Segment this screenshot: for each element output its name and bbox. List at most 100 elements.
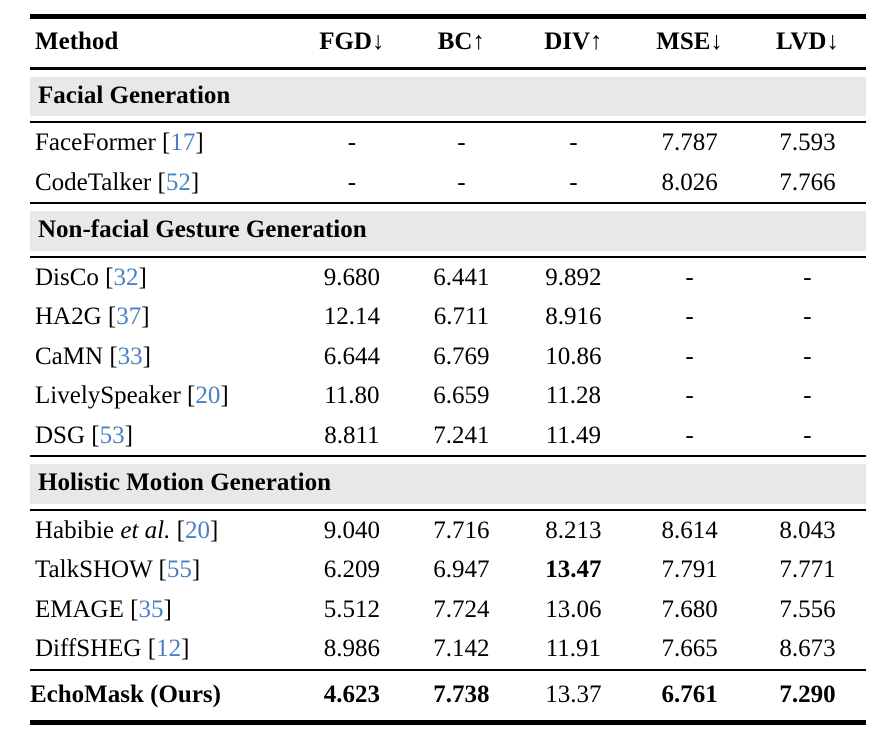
bracket-open: [ xyxy=(105,263,114,291)
metric-cell: 11.91 xyxy=(545,635,602,662)
method-cell: DisCo [32] xyxy=(30,257,298,298)
metric-cell: 7.665 xyxy=(661,635,718,662)
section-row-facial: Facial Generation xyxy=(30,67,866,123)
bracket-open: [ xyxy=(176,516,185,544)
method-cell: HA2G [37] xyxy=(30,297,298,337)
metric-cell: 7.716 xyxy=(433,516,490,544)
metric-cell: 7.724 xyxy=(433,595,490,623)
col-label: DIV xyxy=(544,28,591,55)
method-name: Habibie xyxy=(35,516,115,544)
metric-cell: - xyxy=(347,168,357,196)
citation-link[interactable]: 52 xyxy=(165,168,191,196)
metric-cell: 8.213 xyxy=(545,516,602,544)
col-label: FGD xyxy=(319,28,372,55)
metric-cell: 9.040 xyxy=(323,516,380,544)
metric-cell: 9.892 xyxy=(545,263,602,291)
section-title: Facial Generation xyxy=(30,76,866,116)
metric-cell: - xyxy=(803,382,812,409)
table-container: Method FGD↓ BC↑ DIV↑ MSE↓ LVD↓ Facial Ge… xyxy=(30,14,866,725)
bracket-close: ] xyxy=(124,421,133,449)
bracket-open: [ xyxy=(107,303,117,330)
metric-cell: 13.47 xyxy=(545,556,602,583)
method-cell: EchoMask (Ours) xyxy=(30,668,298,723)
metric-cell: 8.026 xyxy=(661,168,718,196)
metric-cell: - xyxy=(803,303,812,330)
col-header-method: Method xyxy=(30,16,298,70)
results-table: Method FGD↓ BC↑ DIV↑ MSE↓ LVD↓ Facial Ge… xyxy=(30,14,866,725)
method-cell: TalkSHOW [55] xyxy=(30,550,298,590)
col-header-bc: BC↑ xyxy=(406,16,517,70)
bracket-close: ] xyxy=(191,556,201,583)
citation-link[interactable]: 53 xyxy=(99,421,125,449)
metric-cell: - xyxy=(457,129,466,156)
method-cell: DiffSHEG [12] xyxy=(30,629,298,670)
metric-cell: - xyxy=(685,382,694,409)
method-name: FaceFormer xyxy=(35,129,156,156)
metric-cell: 8.916 xyxy=(545,303,602,330)
metric-cell: 7.680 xyxy=(661,595,718,623)
col-label: LVD xyxy=(775,28,827,55)
citation-link[interactable]: 32 xyxy=(113,263,139,291)
table-row-emage: EMAGE [35] 5.512 7.724 13.06 7.680 7.556 xyxy=(30,590,866,630)
citation: [20] xyxy=(187,382,229,409)
table-row-faceformer: FaceFormer [17] - - - 7.787 7.593 xyxy=(30,122,866,163)
metric-cell: 7.738 xyxy=(406,668,517,723)
method-name: DisCo xyxy=(35,263,99,291)
section-cell: Non-facial Gesture Generation xyxy=(30,202,866,258)
section-title: Holistic Motion Generation xyxy=(30,464,866,504)
metric-cell: - xyxy=(347,129,357,156)
section-cell: Facial Generation xyxy=(30,67,866,123)
citation-link[interactable]: 55 xyxy=(166,556,192,583)
metric-cell: 7.766 xyxy=(779,168,836,196)
bracket-open: [ xyxy=(158,556,167,583)
metric-cell: 6.209 xyxy=(323,556,380,583)
bracket-close: ] xyxy=(209,516,219,544)
metric-cell: - xyxy=(685,303,694,330)
method-name: CaMN xyxy=(35,342,104,370)
metric-cell: 6.441 xyxy=(433,263,490,291)
citation: [53] xyxy=(91,422,133,449)
method-cell: LivelySpeaker [20] xyxy=(30,376,298,416)
table-row-habibie: Habibie et al. [20] 9.040 7.716 8.213 8.… xyxy=(30,510,866,551)
table-row-disco: DisCo [32] 9.680 6.441 9.892 - - xyxy=(30,257,866,298)
bracket-close: ] xyxy=(163,595,172,623)
citation-link[interactable]: 35 xyxy=(138,595,164,623)
bracket-close: ] xyxy=(220,382,229,409)
section-row-nonfacial: Non-facial Gesture Generation xyxy=(30,202,866,258)
metric-cell: - xyxy=(803,263,812,291)
metric-cell: 6.761 xyxy=(630,668,749,723)
metric-cell: 11.49 xyxy=(545,421,602,449)
metric-cell: 9.680 xyxy=(323,263,380,291)
metric-cell: 7.142 xyxy=(433,635,490,662)
metric-cell: 11.80 xyxy=(324,382,380,409)
metric-cell: - xyxy=(803,421,812,449)
metric-cell: - xyxy=(457,168,466,196)
bracket-close: ] xyxy=(195,129,204,156)
citation-link[interactable]: 17 xyxy=(170,129,196,156)
table-row-echomask-ours: EchoMask (Ours) 4.623 7.738 13.37 6.761 … xyxy=(30,668,866,723)
citation: [33] xyxy=(109,343,151,370)
up-arrow-icon: ↑ xyxy=(472,28,485,55)
citation-link[interactable]: 37 xyxy=(116,303,142,330)
section-title: Non-facial Gesture Generation xyxy=(30,211,866,251)
table-row-camn: CaMN [33] 6.644 6.769 10.86 - - xyxy=(30,337,866,377)
metric-cell: 11.28 xyxy=(545,382,602,409)
table-row-codetalker: CodeTalker [52] - - - 8.026 7.766 xyxy=(30,163,866,204)
col-header-mse: MSE↓ xyxy=(630,16,749,70)
metric-cell: 8.811 xyxy=(324,421,380,449)
citation-link[interactable]: 20 xyxy=(184,516,210,544)
bracket-open: [ xyxy=(130,595,139,623)
metric-cell: 8.986 xyxy=(323,635,380,662)
citation-link[interactable]: 33 xyxy=(117,342,143,370)
metric-cell: 7.787 xyxy=(661,129,718,156)
metric-cell: - xyxy=(685,421,694,449)
table-row-dsg: DSG [53] 8.811 7.241 11.49 - - xyxy=(30,416,866,457)
citation-link[interactable]: 20 xyxy=(195,382,221,409)
method-cell: CaMN [33] xyxy=(30,337,298,377)
metric-cell: - xyxy=(569,129,578,156)
metric-cell: 6.769 xyxy=(433,342,490,370)
bracket-open: [ xyxy=(147,635,157,662)
citation-link[interactable]: 12 xyxy=(156,635,182,662)
method-name: CodeTalker xyxy=(35,168,152,196)
bracket-open: [ xyxy=(157,168,166,196)
